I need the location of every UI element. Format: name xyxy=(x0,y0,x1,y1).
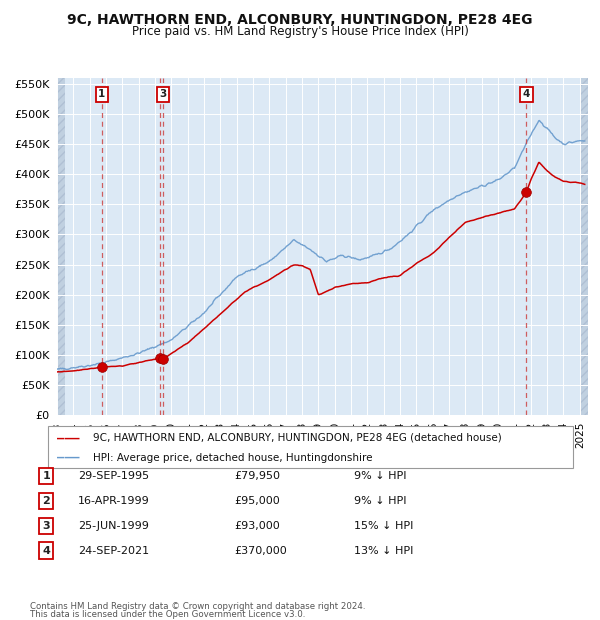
Text: 13% ↓ HPI: 13% ↓ HPI xyxy=(354,546,413,556)
Text: 9C, HAWTHORN END, ALCONBURY, HUNTINGDON, PE28 4EG: 9C, HAWTHORN END, ALCONBURY, HUNTINGDON,… xyxy=(67,13,533,27)
Text: ―――: ――― xyxy=(57,451,79,464)
Text: This data is licensed under the Open Government Licence v3.0.: This data is licensed under the Open Gov… xyxy=(30,610,305,619)
Text: 9% ↓ HPI: 9% ↓ HPI xyxy=(354,496,407,506)
Text: 29-SEP-1995: 29-SEP-1995 xyxy=(78,471,149,481)
Text: 15% ↓ HPI: 15% ↓ HPI xyxy=(354,521,413,531)
Text: 2: 2 xyxy=(43,496,50,506)
Bar xyxy=(57,78,65,415)
Text: 4: 4 xyxy=(523,89,530,99)
Text: 24-SEP-2021: 24-SEP-2021 xyxy=(78,546,149,556)
Bar xyxy=(580,78,588,415)
Text: Price paid vs. HM Land Registry's House Price Index (HPI): Price paid vs. HM Land Registry's House … xyxy=(131,25,469,37)
Text: 1: 1 xyxy=(98,89,106,99)
Text: £93,000: £93,000 xyxy=(234,521,280,531)
Text: £95,000: £95,000 xyxy=(234,496,280,506)
Text: 1: 1 xyxy=(43,471,50,481)
Text: 3: 3 xyxy=(43,521,50,531)
Text: 16-APR-1999: 16-APR-1999 xyxy=(78,496,150,506)
Text: ―――: ――― xyxy=(57,432,79,445)
Text: £370,000: £370,000 xyxy=(234,546,287,556)
Text: £79,950: £79,950 xyxy=(234,471,280,481)
Text: 25-JUN-1999: 25-JUN-1999 xyxy=(78,521,149,531)
Text: 9C, HAWTHORN END, ALCONBURY, HUNTINGDON, PE28 4EG (detached house): 9C, HAWTHORN END, ALCONBURY, HUNTINGDON,… xyxy=(93,433,502,443)
Text: Contains HM Land Registry data © Crown copyright and database right 2024.: Contains HM Land Registry data © Crown c… xyxy=(30,602,365,611)
Text: 9% ↓ HPI: 9% ↓ HPI xyxy=(354,471,407,481)
Text: 3: 3 xyxy=(159,89,166,99)
Text: HPI: Average price, detached house, Huntingdonshire: HPI: Average price, detached house, Hunt… xyxy=(93,453,373,463)
Text: 4: 4 xyxy=(42,546,50,556)
